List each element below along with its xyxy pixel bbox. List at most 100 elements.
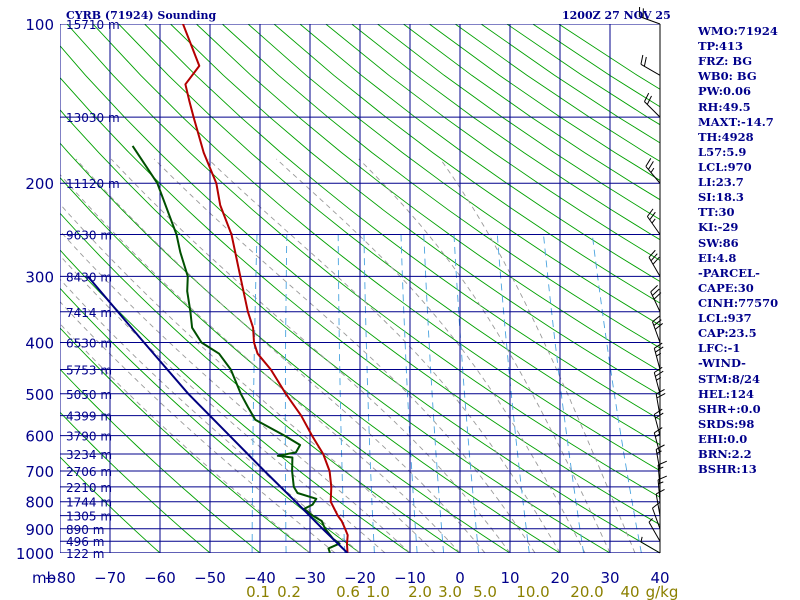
moist-adiabat-line (276, 158, 586, 553)
index-item: CINH:77570 (698, 295, 779, 310)
height-label: 11120 m (66, 177, 120, 191)
moist-adiabat-line (60, 278, 361, 553)
dry-adiabat-line (144, 24, 660, 421)
height-label: 8430 m (66, 270, 112, 284)
wind-barb-feather (655, 444, 665, 450)
wind-barb-feather (653, 319, 662, 326)
pressure-unit-label: mb (32, 569, 56, 587)
dry-adiabat-line (60, 411, 211, 553)
pressure-tick-label: 400 (25, 334, 54, 352)
mixing-ratio-label: 0.6 (336, 583, 360, 600)
index-item: EHI:0.0 (698, 431, 748, 446)
index-item: CAPE:30 (698, 280, 754, 295)
dry-adiabat-line (60, 76, 660, 553)
index-item: HEL:124 (698, 386, 754, 401)
height-label: 1744 m (66, 496, 112, 510)
wind-barb-half-feather (648, 518, 653, 523)
mixing-ratio-label: 0.2 (277, 583, 301, 600)
wind-barb-feather (655, 489, 665, 495)
wind-barb-feather (645, 158, 652, 167)
mixing-ratio-line (543, 234, 585, 553)
mixing-ratio-label: 20.0 (570, 583, 603, 600)
index-item: LCL:970 (698, 159, 752, 174)
dry-adiabat-line (66, 24, 660, 498)
height-label: 9630 m (66, 229, 112, 243)
dry-adiabat-line (60, 327, 311, 553)
dry-adiabat-line (60, 142, 561, 553)
wind-barb-feather (649, 211, 656, 221)
index-item: LFC:-1 (698, 341, 741, 356)
temperature-tick-label: −40 (244, 569, 276, 587)
parcel-line (87, 275, 349, 553)
temperature-tick-label: −80 (44, 569, 76, 587)
mixing-ratio-label: 5.0 (473, 583, 497, 600)
height-label: 3234 m (66, 448, 112, 462)
moist-adiabat-line (60, 255, 386, 553)
temperature-tick-label: −60 (144, 569, 176, 587)
temperature-tick-label: −20 (344, 569, 376, 587)
mixing-ratio-line (251, 234, 258, 553)
wind-barb-feather (657, 460, 667, 466)
wind-barb-staff (646, 216, 661, 235)
dewpoint-line (131, 145, 341, 553)
index-item: TT:30 (698, 205, 735, 220)
temperature-tick-label: 0 (455, 569, 465, 587)
index-item: TH:4928 (698, 129, 754, 144)
index-item: SRDS:98 (698, 416, 755, 431)
pressure-tick-label: 700 (25, 463, 54, 481)
dry-adiabat-line (273, 24, 660, 304)
index-item: TP:413 (698, 39, 744, 54)
index-item: CAP:23.5 (698, 326, 757, 341)
mixing-ratio-label: 40 (620, 583, 639, 600)
dry-adiabat-line (325, 24, 660, 261)
index-item: SW:86 (698, 235, 739, 250)
mixing-ratio-line (453, 234, 480, 553)
wind-barb-half-feather (640, 536, 643, 543)
height-label: 5050 m (66, 388, 112, 402)
wind-barb-feather (654, 366, 663, 373)
index-item: BSHR:13 (698, 462, 757, 477)
wind-barb-feather (655, 346, 664, 353)
wind-barb-feather (652, 288, 660, 296)
temperature-tick-label: −70 (94, 569, 126, 587)
dry-adiabat-line (118, 24, 660, 446)
wind-barb-half-feather (651, 218, 656, 224)
wind-barb-feather (648, 161, 654, 170)
wind-barb-feather (655, 412, 664, 419)
height-label: 890 m (66, 523, 104, 537)
mixing-ratio-line (337, 234, 346, 553)
wind-barb-feather (643, 56, 647, 67)
mixing-ratio-label: 0.1 (246, 583, 270, 600)
pressure-tick-label: 300 (25, 268, 54, 286)
station-title: CYRB (71924) Sounding (66, 9, 217, 22)
height-label: 122 m (66, 547, 104, 561)
height-label: 15710 m (66, 18, 120, 32)
index-item: SI:18.3 (698, 190, 744, 205)
temperature-tick-label: −30 (294, 569, 326, 587)
index-item: BRN:2.2 (698, 447, 752, 462)
dry-adiabat-line (247, 24, 660, 326)
height-label: 13030 m (66, 111, 120, 125)
wind-barb-feather (640, 54, 644, 65)
temperature-tick-label: −50 (194, 569, 226, 587)
index-item: RH:49.5 (698, 99, 751, 114)
height-label: 2210 m (66, 481, 112, 495)
height-label: 1305 m (66, 510, 112, 524)
wind-barb-half-feather (650, 167, 655, 173)
temperature-tick-label: 10 (500, 569, 519, 587)
dry-adiabat-line (221, 24, 660, 349)
dry-adiabat-line (60, 45, 660, 526)
height-label: 5753 m (66, 364, 112, 378)
index-item: -PARCEL- (698, 265, 760, 280)
moist-adiabat-line (75, 158, 486, 553)
pressure-tick-label: 1000 (16, 545, 54, 563)
wind-barb-feather (646, 208, 654, 217)
mixing-ratio-label: 10.0 (516, 583, 549, 600)
wind-barb-feather (653, 292, 662, 300)
index-item: WB0: BG (698, 69, 757, 84)
wind-barb-staff (655, 493, 661, 516)
wind-barb-staff (640, 541, 661, 554)
wind-barb-staff (648, 521, 661, 542)
